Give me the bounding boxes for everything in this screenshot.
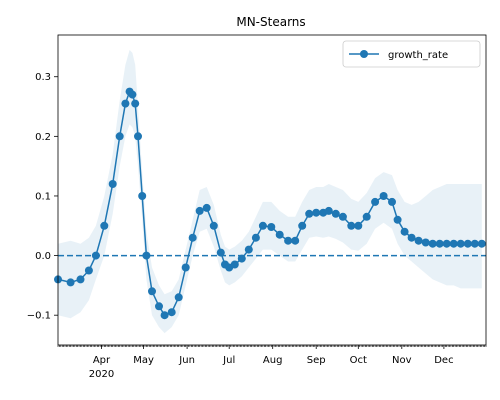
x-tick-label: Dec <box>434 355 453 366</box>
data-point <box>407 233 416 242</box>
x-tick-label: May <box>133 355 154 366</box>
data-point <box>188 233 197 242</box>
plot-frame <box>57 34 487 346</box>
data-point <box>456 239 465 248</box>
data-point <box>167 308 176 317</box>
legend-marker-swatch <box>360 50 368 58</box>
data-point <box>354 221 363 230</box>
x-tick-label: Nov <box>392 355 412 366</box>
data-point <box>347 221 356 230</box>
data-point <box>76 275 85 284</box>
y-tick-label: 0.0 <box>35 251 51 262</box>
data-point <box>128 90 137 99</box>
data-point <box>131 99 140 108</box>
data-point <box>267 223 276 231</box>
x-tick-label: Apr <box>93 355 111 366</box>
data-point <box>331 209 340 218</box>
y-tick-label: 0.2 <box>35 132 51 143</box>
legend: growth_rate <box>342 40 481 68</box>
x-tick-label: Jul <box>222 355 235 366</box>
y-tick-label: −0.1 <box>27 311 51 322</box>
data-point <box>284 236 293 245</box>
data-point <box>108 180 117 188</box>
data-point <box>66 278 75 287</box>
x-tick-label: Aug <box>263 355 283 366</box>
data-point <box>251 233 260 242</box>
x-tick-sublabel-year: 2020 <box>89 369 114 380</box>
data-point <box>388 197 396 206</box>
data-point <box>477 239 486 248</box>
data-point <box>362 212 371 221</box>
chart-title: MN-Stearns <box>236 15 305 29</box>
data-point <box>435 239 444 248</box>
data-point <box>121 99 130 108</box>
data-point <box>442 239 451 248</box>
data-point <box>421 238 430 247</box>
legend-box <box>342 40 481 68</box>
data-point <box>379 192 388 200</box>
data-point <box>115 132 124 141</box>
data-point <box>148 287 156 296</box>
data-point <box>181 263 190 272</box>
y-tick-label: 0.3 <box>35 72 51 83</box>
data-point <box>449 239 458 248</box>
data-point <box>160 311 169 320</box>
data-point <box>84 266 93 275</box>
x-tick-label: Oct <box>350 355 367 366</box>
data-point <box>470 239 479 248</box>
y-tick-label: 0.1 <box>35 191 51 202</box>
data-point <box>244 245 253 254</box>
confidence-band <box>58 49 482 334</box>
data-point <box>414 236 423 245</box>
data-point <box>258 221 267 230</box>
data-point <box>155 302 163 311</box>
data-point <box>209 221 218 230</box>
data-point <box>202 203 211 212</box>
data-point <box>275 230 284 239</box>
data-point <box>216 248 225 257</box>
x-tick-label: Jun <box>178 355 195 366</box>
data-point <box>195 206 204 215</box>
x-tick-label: Sep <box>307 355 326 366</box>
data-point <box>400 227 409 236</box>
data-point <box>138 192 147 200</box>
plot-area <box>54 49 486 334</box>
data-point <box>312 208 321 217</box>
axes: −0.1 0.0 0.1 0.2 0.3 Apr 2020 May Jun Jul Aug Sep Oc… <box>27 72 487 380</box>
legend-label-growth-rate: growth_rate <box>388 50 448 61</box>
data-point <box>100 221 109 230</box>
data-point <box>91 251 100 260</box>
data-point <box>298 221 307 230</box>
data-point <box>142 251 151 260</box>
data-point <box>338 212 347 221</box>
data-point <box>134 132 142 141</box>
data-point <box>428 239 437 248</box>
data-point <box>305 209 314 218</box>
data-point <box>324 206 333 215</box>
data-point <box>371 197 380 206</box>
data-point <box>291 236 300 245</box>
data-point <box>237 254 246 263</box>
data-point <box>230 260 239 269</box>
data-point <box>463 239 472 248</box>
data-point <box>393 215 402 224</box>
data-point <box>174 293 183 302</box>
